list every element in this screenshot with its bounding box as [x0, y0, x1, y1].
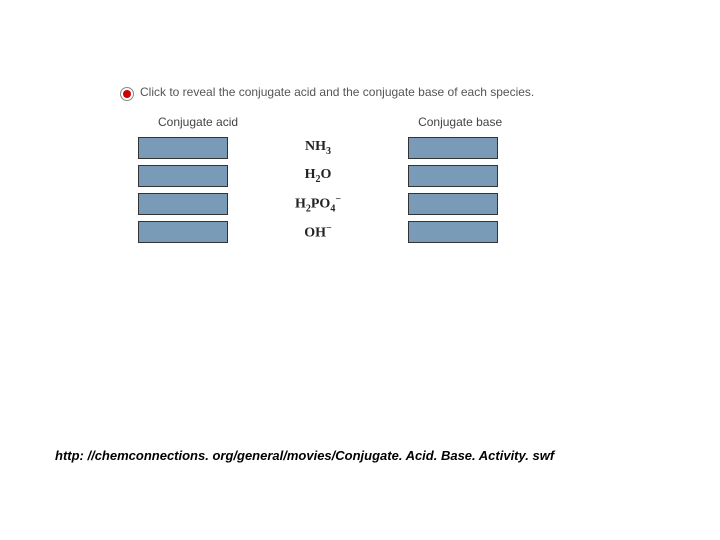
column-headers: Conjugate acid Conjugate base — [120, 115, 560, 129]
base-slot[interactable] — [408, 193, 498, 215]
table-row: OH− — [120, 221, 560, 243]
acid-slot[interactable] — [138, 221, 228, 243]
activity-panel: Click to reveal the conjugate acid and t… — [120, 85, 560, 243]
instruction-row: Click to reveal the conjugate acid and t… — [120, 85, 560, 101]
radio-icon[interactable] — [120, 87, 134, 101]
header-base: Conjugate base — [418, 115, 502, 129]
table-row: H2PO4− — [120, 193, 560, 215]
base-slot[interactable] — [408, 137, 498, 159]
species-label: H2O — [253, 167, 383, 185]
table-row: H2O — [120, 165, 560, 187]
table-row: NH3 — [120, 137, 560, 159]
base-slot[interactable] — [408, 221, 498, 243]
acid-slot[interactable] — [138, 193, 228, 215]
header-acid: Conjugate acid — [158, 115, 238, 129]
species-label: NH3 — [253, 139, 383, 157]
acid-slot[interactable] — [138, 137, 228, 159]
url-caption: http: //chemconnections. org/general/mov… — [55, 448, 554, 463]
radio-inner-icon — [123, 90, 131, 98]
species-label: OH− — [253, 223, 383, 242]
acid-slot[interactable] — [138, 165, 228, 187]
species-table: NH3 H2O H2PO4− OH− — [120, 137, 560, 243]
instruction-text: Click to reveal the conjugate acid and t… — [140, 85, 534, 101]
base-slot[interactable] — [408, 165, 498, 187]
species-label: H2PO4− — [253, 194, 383, 214]
